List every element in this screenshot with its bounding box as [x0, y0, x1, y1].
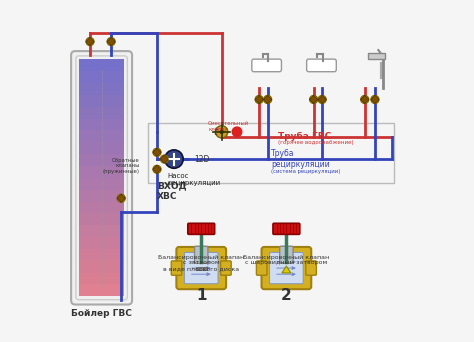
Text: Обратные
клапаны
(пружинные): Обратные клапаны (пружинные): [103, 158, 140, 174]
Text: t: t: [213, 127, 217, 137]
Polygon shape: [264, 95, 272, 104]
Polygon shape: [107, 38, 115, 45]
FancyBboxPatch shape: [270, 252, 303, 284]
Text: Труба
рециркуляции: Труба рециркуляции: [271, 149, 330, 169]
Text: Смесительный
клапан: Смесительный клапан: [208, 121, 249, 132]
Circle shape: [220, 130, 223, 133]
FancyBboxPatch shape: [256, 261, 267, 275]
FancyBboxPatch shape: [280, 246, 293, 263]
Circle shape: [165, 150, 183, 168]
Bar: [368, 53, 385, 58]
Circle shape: [216, 126, 228, 138]
Bar: [79, 213, 124, 225]
FancyBboxPatch shape: [71, 51, 132, 304]
Text: (система рециркуляции): (система рециркуляции): [271, 169, 340, 173]
Bar: [196, 267, 207, 270]
Circle shape: [107, 38, 115, 45]
Circle shape: [153, 148, 161, 156]
Bar: [79, 261, 124, 273]
FancyBboxPatch shape: [194, 246, 208, 263]
Circle shape: [361, 95, 369, 104]
Polygon shape: [282, 266, 291, 273]
Bar: [79, 273, 124, 285]
Circle shape: [160, 155, 169, 163]
FancyBboxPatch shape: [221, 261, 231, 275]
Circle shape: [310, 95, 318, 104]
Polygon shape: [153, 165, 161, 173]
Circle shape: [86, 38, 94, 45]
FancyBboxPatch shape: [306, 261, 316, 275]
Polygon shape: [310, 95, 318, 104]
Bar: [79, 178, 124, 190]
Bar: [79, 225, 124, 237]
Ellipse shape: [309, 64, 334, 70]
Bar: [79, 107, 124, 119]
Bar: [79, 201, 124, 213]
FancyBboxPatch shape: [184, 252, 218, 284]
Circle shape: [153, 165, 161, 173]
Text: Балансировочный клапан
с шаровидным затвором: Балансировочный клапан с шаровидным затв…: [243, 254, 329, 265]
Bar: [79, 130, 124, 142]
Ellipse shape: [254, 64, 279, 70]
Bar: [79, 119, 124, 130]
Circle shape: [255, 95, 263, 104]
FancyBboxPatch shape: [273, 223, 300, 234]
Polygon shape: [318, 95, 326, 104]
Bar: [79, 95, 124, 107]
FancyBboxPatch shape: [171, 261, 182, 275]
Text: 1: 1: [196, 288, 207, 303]
Text: 2: 2: [281, 288, 292, 303]
Polygon shape: [160, 155, 169, 163]
Polygon shape: [255, 95, 263, 104]
Text: 12D: 12D: [194, 155, 210, 163]
FancyBboxPatch shape: [188, 223, 215, 234]
Bar: [79, 83, 124, 95]
Bar: [79, 166, 124, 178]
FancyBboxPatch shape: [307, 59, 336, 72]
Circle shape: [371, 95, 379, 104]
Text: Балансировочный клапан
с затвором
в виде плоского диска: Балансировочный клапан с затвором в виде…: [158, 254, 244, 271]
Bar: [79, 285, 124, 297]
Text: ВХОД
ХВС: ВХОД ХВС: [157, 182, 186, 201]
Polygon shape: [153, 148, 161, 156]
Bar: [79, 142, 124, 154]
Circle shape: [232, 127, 242, 136]
FancyBboxPatch shape: [176, 247, 226, 289]
Bar: [79, 249, 124, 261]
Text: Бойлер ГВС: Бойлер ГВС: [72, 309, 132, 318]
Bar: [79, 190, 124, 201]
FancyBboxPatch shape: [252, 59, 282, 72]
Circle shape: [318, 95, 326, 104]
FancyBboxPatch shape: [262, 247, 311, 289]
Circle shape: [264, 95, 272, 104]
Bar: [79, 154, 124, 166]
Polygon shape: [361, 95, 369, 104]
Polygon shape: [117, 194, 125, 202]
Circle shape: [117, 194, 125, 202]
Text: Насос
рециркуляции: Насос рециркуляции: [167, 173, 220, 186]
Polygon shape: [86, 38, 94, 45]
Text: Труба ГВС: Труба ГВС: [278, 132, 331, 142]
Bar: [79, 237, 124, 249]
Bar: [79, 59, 124, 71]
Text: (горячее водоснабжение): (горячее водоснабжение): [278, 140, 354, 145]
Polygon shape: [371, 95, 379, 104]
Bar: [79, 71, 124, 83]
